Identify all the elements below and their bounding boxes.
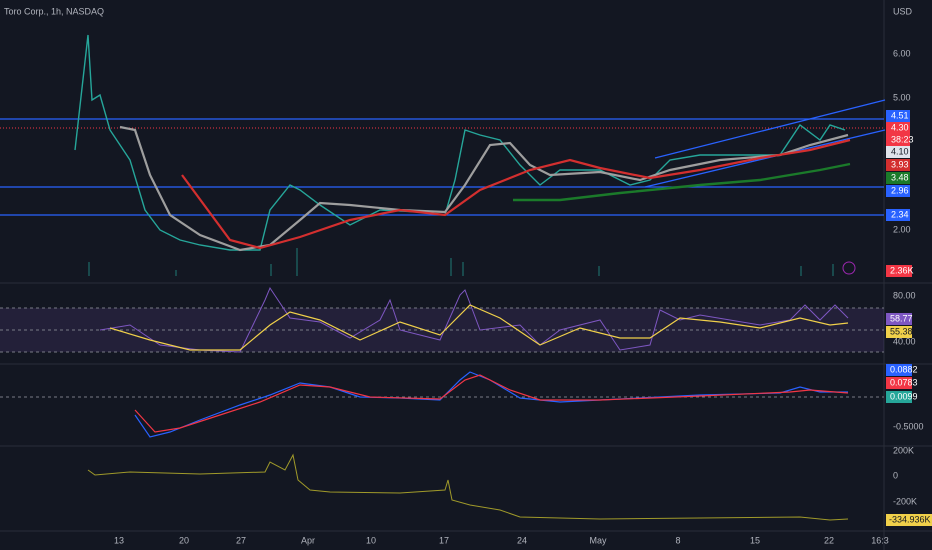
time-tick: 24 [517, 535, 527, 545]
macd-labels: 0.0882 0.0783 0.0099 [886, 364, 918, 403]
time-tick: 13 [114, 535, 124, 545]
obv [87, 453, 849, 521]
level-label: 2.34 [891, 209, 909, 219]
ma-mid [181, 138, 851, 250]
time-tick: 15 [750, 535, 760, 545]
signal-value: 0.0783 [890, 377, 918, 387]
ma-label: 4.10 [891, 146, 909, 156]
channel [644, 99, 886, 188]
obv-tick: 0 [893, 470, 898, 480]
level-label: 4.51 [891, 110, 909, 120]
time-tick: 16:3 [871, 535, 889, 545]
event-icon[interactable] [842, 261, 856, 275]
time-tick: May [589, 535, 607, 545]
obv-tick: 200K [893, 445, 914, 455]
obv-tick: -200K [893, 496, 917, 506]
ma-fast [119, 125, 849, 252]
time-tick: 10 [366, 535, 376, 545]
rsi-ma [109, 304, 849, 351]
time-tick: 27 [236, 535, 246, 545]
time-tick: 8 [675, 535, 680, 545]
rsi-band [0, 308, 884, 352]
price-tick: 2.00 [893, 224, 911, 234]
time-tick: Apr [301, 535, 315, 545]
volume-label: 2.36K [890, 265, 914, 275]
ma-label: 3.48 [891, 172, 909, 182]
currency: USD [893, 6, 913, 16]
obv-labels: -334.936K [886, 514, 932, 526]
time-tick: 17 [439, 535, 449, 545]
price-labels: 4.51 4.30 38:23 4.10 3.93 3.48 2.96 2.34… [886, 110, 914, 277]
time-tick: 22 [824, 535, 834, 545]
rsi-value: 58.77 [890, 313, 913, 323]
rsi-labels: 58.77 55.38 [886, 313, 913, 338]
ma-label: 3.93 [891, 159, 909, 169]
rsi-ma-value: 55.38 [890, 326, 913, 336]
time-tick: 20 [179, 535, 189, 545]
macd-value: 0.0882 [890, 364, 918, 374]
volume-bars [88, 248, 834, 276]
last-price: 4.30 [891, 122, 909, 132]
rsi [99, 286, 849, 353]
macd-signal [134, 374, 849, 433]
time-axis: 13 20 27 Apr 10 17 24 May 8 15 22 16:3 [114, 535, 889, 545]
level-label: 2.96 [891, 185, 909, 195]
rsi-tick: 40.00 [893, 336, 916, 346]
histogram-value: 0.0099 [890, 391, 918, 401]
rsi-tick: 80.00 [893, 290, 916, 300]
countdown: 38:23 [891, 134, 914, 144]
obv-value: -334.936K [889, 514, 931, 524]
price-tick: 6.00 [893, 48, 911, 58]
ma-slow [513, 162, 851, 202]
symbol-title: Toro Corp., 1h, NASDAQ [4, 6, 104, 16]
macd-tick: -0.5000 [893, 421, 924, 431]
price-tick: 5.00 [893, 92, 911, 102]
